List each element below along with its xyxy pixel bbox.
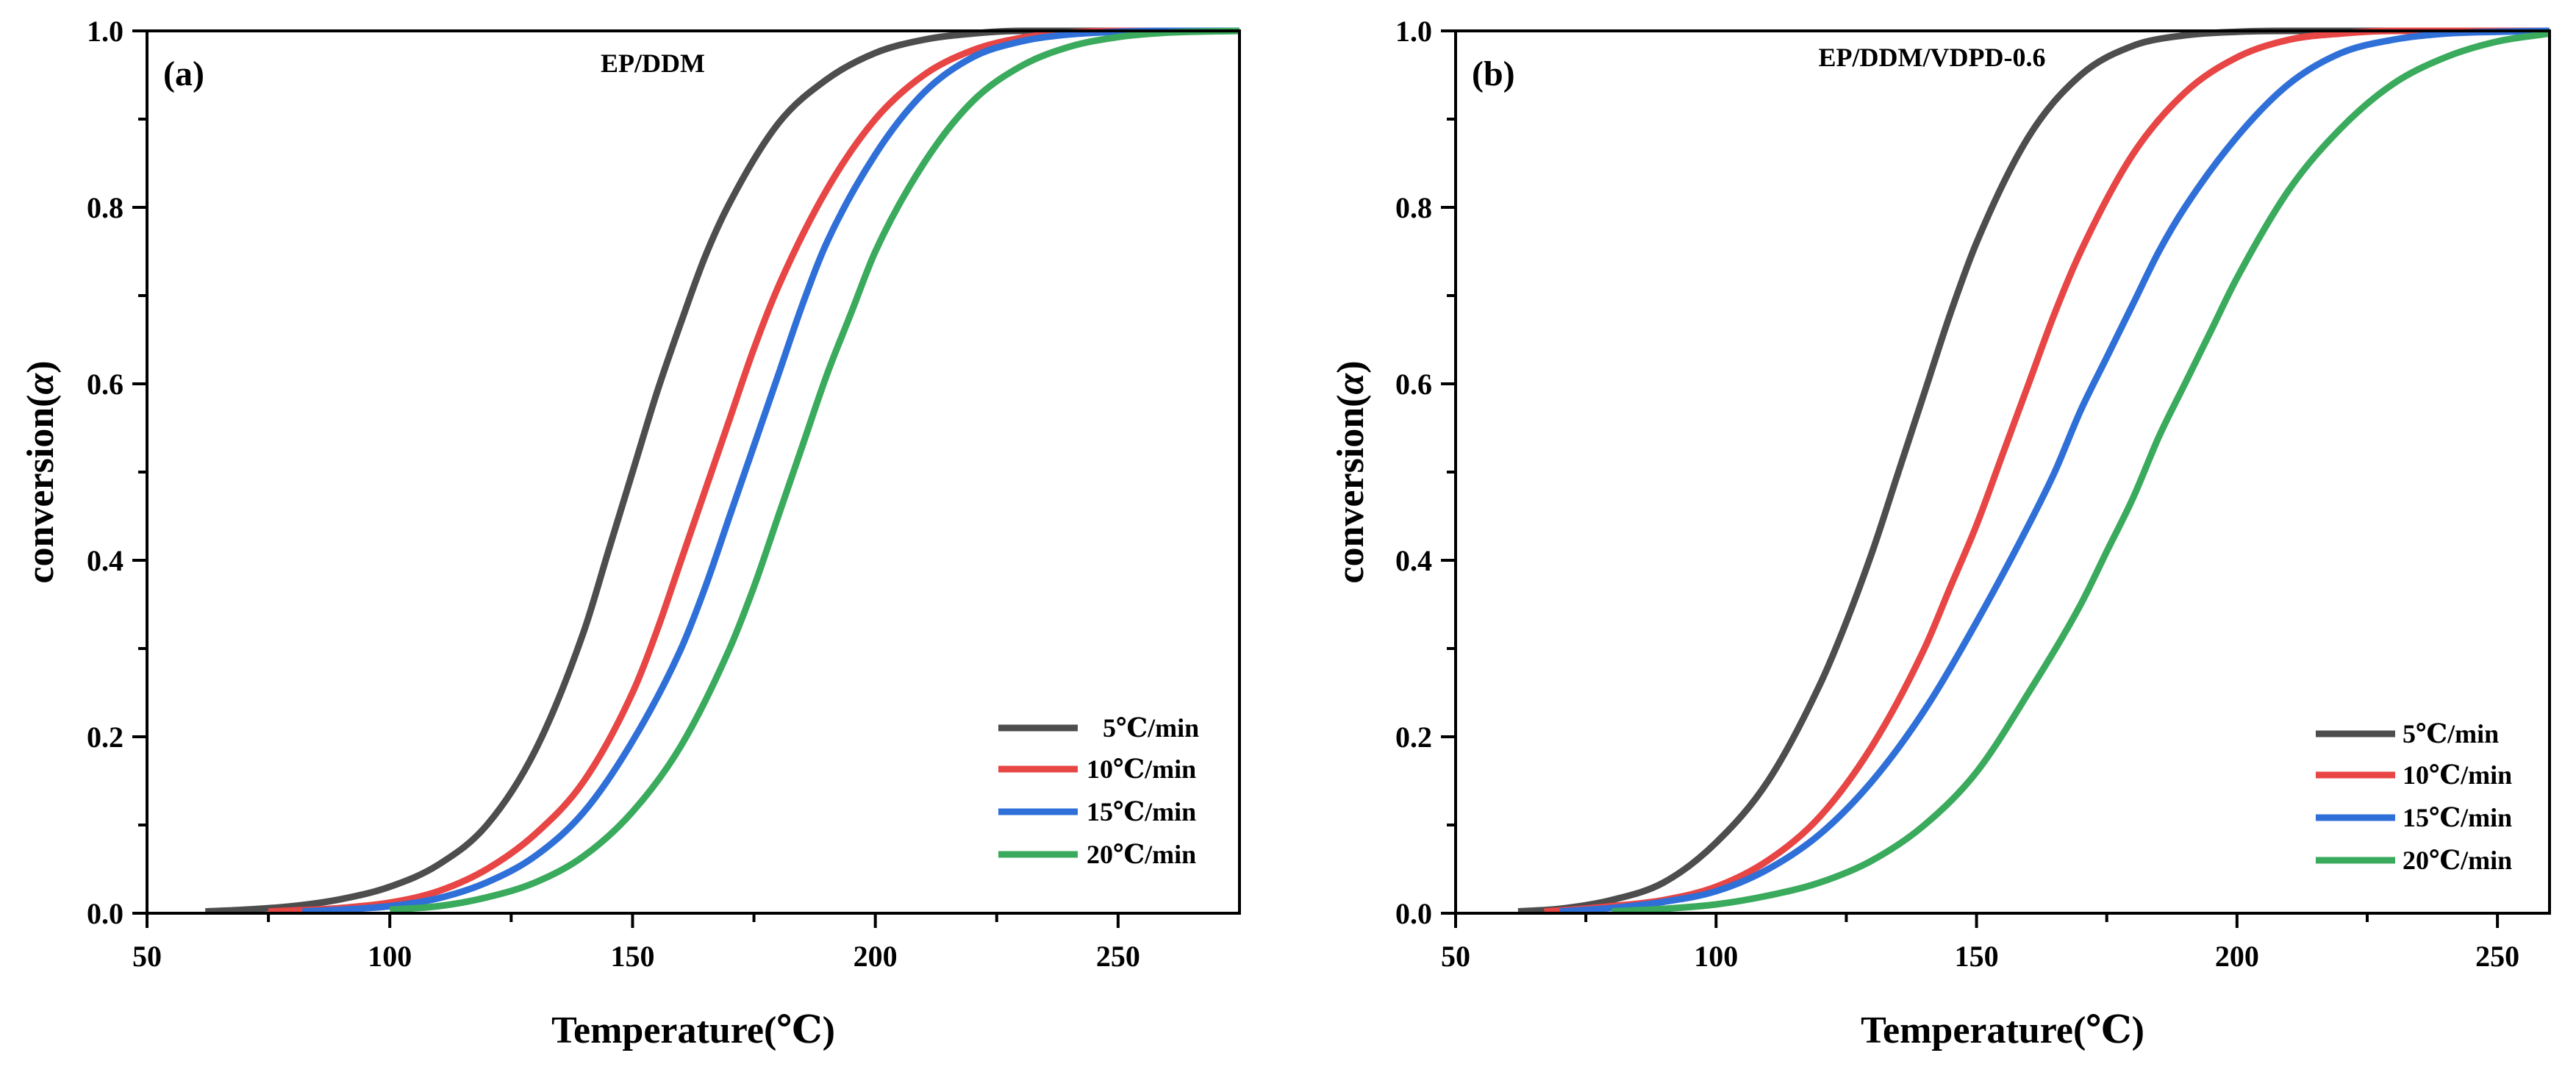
panel-b-legend-item: 5℃/min xyxy=(2316,719,2499,749)
panel-b-series-20c-min-line xyxy=(1611,30,2550,915)
panel-a-legend-item: 10℃/min xyxy=(998,754,1196,784)
panel-b-legend-label: 10℃/min xyxy=(2403,760,2512,790)
panel-a-tick-labels: 50 100 150 200 250 0.0 0.2 0.4 0.6 0.8 1.0 xyxy=(87,15,1140,973)
panel-a-y-tick-label: 0.0 xyxy=(87,897,124,930)
panel-a-x-tick-label: 200 xyxy=(854,940,898,973)
panel-a-x-tick-label: 50 xyxy=(132,940,162,973)
panel-b-series-15c-min-line xyxy=(1559,27,2550,915)
panel-b-legend-item: 20℃/min xyxy=(2316,846,2512,875)
panel-a-y-axis-alpha: α xyxy=(20,373,62,395)
panel-b-axes-frame xyxy=(1454,29,2551,915)
panel-b-x-tick-label: 100 xyxy=(1694,940,1738,973)
panel-b-legend: 5℃/min 10℃/min 15℃/min 20℃/min xyxy=(2316,719,2512,875)
panel-a-y-axis-title-prefix: conversion( xyxy=(20,395,62,584)
panel-a-curves xyxy=(205,27,1240,915)
panel-a-y-axis-title: conversion(α) xyxy=(20,360,62,583)
panel-b-title: EP/DDM/VDPD-0.6 xyxy=(1819,43,2046,72)
panel-b-y-tick-label: 0.4 xyxy=(1395,544,1432,577)
panel-b-legend-label: 15℃/min xyxy=(2403,803,2512,832)
panel-b-y-tick-label: 0.2 xyxy=(1395,721,1432,754)
panel-b-legend-label: 5℃/min xyxy=(2403,719,2499,749)
panel-b-legend-item: 15℃/min xyxy=(2316,803,2512,832)
panel-b-y-tick-label: 1.0 xyxy=(1395,15,1432,48)
panel-a-x-tick-label: 250 xyxy=(1096,940,1140,973)
panel-a-y-tick-label: 1.0 xyxy=(87,15,124,48)
panel-b-curves xyxy=(1517,27,2550,915)
panel-a-x-tick-label: 100 xyxy=(368,940,412,973)
panel-b-series-10c-min-line xyxy=(1544,27,2550,915)
panel-b-ticks xyxy=(1441,29,2500,928)
panel-a-series-15c-min-line xyxy=(302,27,1239,915)
panel-a-legend-item: 5℃/min xyxy=(998,713,1199,743)
panel-a-y-axis-title-suffix: ) xyxy=(20,360,62,373)
panel-a-y-tick-label: 0.4 xyxy=(87,544,124,577)
panel-b: 50 100 150 200 250 0.0 0.2 0.4 0.6 0.8 1.0 (b) EP/… xyxy=(1330,15,2551,1051)
panel-b-x-tick-label: 50 xyxy=(1441,940,1470,973)
panel-a-label: (a) xyxy=(163,54,204,93)
panel-b-y-tick-label: 0.6 xyxy=(1395,368,1432,401)
panel-b-y-axis-title-prefix: conversion( xyxy=(1330,395,1372,584)
panel-a-series-20c-min-line xyxy=(389,27,1240,913)
panel-a-legend-label: 15℃/min xyxy=(1087,797,1196,826)
panel-a-x-axis-title: Temperature(℃) xyxy=(551,1010,835,1051)
panel-b-x-tick-label: 150 xyxy=(1955,940,1999,973)
panel-a-legend-item: 15℃/min xyxy=(998,797,1196,826)
panel-a-axes-frame xyxy=(146,29,1241,915)
panel-a-title: EP/DDM xyxy=(601,49,705,78)
panel-a-y-tick-label: 0.2 xyxy=(87,721,124,754)
panel-a-legend-label: 5℃/min xyxy=(1103,713,1199,743)
panel-a-series-10c-min-line xyxy=(268,27,1239,915)
panel-b-x-axis-title: Temperature(℃) xyxy=(1861,1010,2144,1051)
panel-b-y-axis-title: conversion(α) xyxy=(1330,360,1372,583)
panel-a-ticks xyxy=(132,29,1120,928)
panel-b-x-tick-label: 250 xyxy=(2475,940,2519,973)
panel-b-legend-label: 20℃/min xyxy=(2403,846,2512,875)
panel-a-legend: 5℃/min 10℃/min 15℃/min 20℃/min xyxy=(998,713,1199,869)
panel-b-y-tick-label: 0.8 xyxy=(1395,191,1432,224)
panel-b-y-axis-alpha: α xyxy=(1330,373,1372,395)
panel-a-x-tick-label: 150 xyxy=(610,940,654,973)
panel-b-label: (b) xyxy=(1472,54,1515,93)
panel-a-y-tick-label: 0.6 xyxy=(87,368,124,401)
panel-b-y-tick-label: 0.0 xyxy=(1395,897,1432,930)
panel-a-legend-label: 20℃/min xyxy=(1087,840,1196,869)
panel-b-series-5c-min-line xyxy=(1517,27,2550,915)
panel-a-legend-label: 10℃/min xyxy=(1087,754,1196,784)
panel-b-x-tick-label: 200 xyxy=(2215,940,2259,973)
panel-a-legend-item: 20℃/min xyxy=(998,840,1196,869)
panel-a-y-tick-label: 0.8 xyxy=(87,191,124,224)
panel-a: 50 100 150 200 250 0.0 0.2 0.4 0.6 0.8 1.0 (a) EP/… xyxy=(20,15,1241,1051)
panel-b-tick-labels: 50 100 150 200 250 0.0 0.2 0.4 0.6 0.8 1.0 xyxy=(1395,15,2519,973)
panel-a-series-5c-min-line xyxy=(205,27,1239,915)
panel-b-legend-item: 10℃/min xyxy=(2316,760,2512,790)
panel-b-y-axis-title-suffix: ) xyxy=(1330,360,1372,373)
